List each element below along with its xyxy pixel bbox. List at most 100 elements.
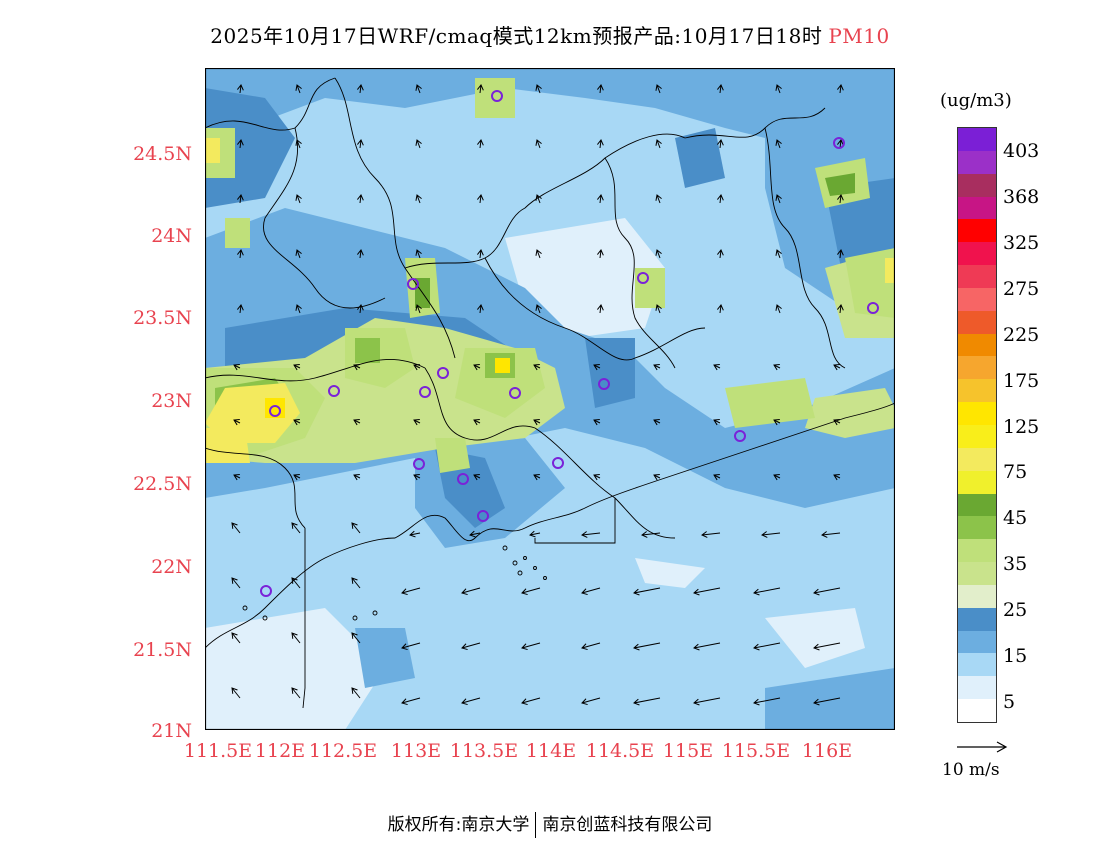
lat-tick-label: 24.5N xyxy=(133,143,192,165)
wind-arrow xyxy=(351,687,361,699)
wind-arrow xyxy=(597,139,604,149)
wind-arrow xyxy=(773,419,781,426)
station-marker xyxy=(833,137,845,149)
wind-arrow xyxy=(813,642,841,651)
wind-arrow xyxy=(535,249,542,259)
wind-arrow xyxy=(753,697,781,706)
wind-arrow xyxy=(291,632,301,644)
wind-arrow xyxy=(461,697,481,706)
legend-tick: 45 xyxy=(1003,507,1028,529)
footer-divider xyxy=(535,812,537,838)
wind-arrow xyxy=(655,304,662,314)
legend-tick: 225 xyxy=(1003,324,1040,346)
copyright-footer: 版权所有:南京大学 南京创蓝科技有限公司 xyxy=(0,810,1100,838)
wind-arrow xyxy=(717,84,724,94)
station-marker xyxy=(437,367,449,379)
wind-arrow xyxy=(773,364,781,371)
station-marker xyxy=(413,458,425,470)
wind-arrow xyxy=(633,697,661,706)
wind-arrow xyxy=(833,419,841,426)
legend-color-cell xyxy=(958,379,996,403)
legend-color-cell xyxy=(958,128,996,151)
wind-arrow xyxy=(633,587,661,596)
lon-tick-label: 114E xyxy=(525,740,577,762)
map-frame xyxy=(205,68,895,730)
pm10-map-canvas xyxy=(205,68,895,730)
wind-arrow xyxy=(521,587,541,596)
wind-arrow xyxy=(833,364,841,371)
wind-arrow xyxy=(713,474,721,481)
wind-arrow xyxy=(533,474,541,481)
wind-arrow xyxy=(717,249,724,259)
title-main: 2025年10月17日WRF/cmaq模式12km预报产品:10月17日18时 xyxy=(210,24,823,48)
legend-color-cell xyxy=(958,356,996,380)
station-marker xyxy=(477,510,489,522)
legend-tick: 35 xyxy=(1003,553,1028,575)
wind-arrow xyxy=(415,139,422,149)
wind-arrow xyxy=(477,139,484,149)
wind-arrow xyxy=(295,139,302,149)
pm10-map xyxy=(205,68,895,730)
wind-arrow xyxy=(415,249,422,259)
wind-arrow xyxy=(413,474,421,481)
wind-arrow xyxy=(415,194,422,204)
wind-arrow xyxy=(351,522,361,534)
wind-arrow xyxy=(535,84,542,94)
wind-arrow xyxy=(813,697,841,706)
wind-arrow xyxy=(293,364,301,371)
legend-color-cell xyxy=(958,333,996,357)
wind-arrow xyxy=(837,304,844,314)
wind-arrow xyxy=(653,419,661,426)
wind-reference-label: 10 m/s xyxy=(942,760,1000,780)
station-marker xyxy=(598,378,610,390)
station-marker xyxy=(867,302,879,314)
wind-arrow xyxy=(521,642,541,651)
legend-tick: 75 xyxy=(1003,461,1028,483)
legend-color-cell xyxy=(958,402,996,425)
legend-tick: 325 xyxy=(1003,232,1040,254)
wind-arrow xyxy=(597,304,604,314)
color-scale-bar xyxy=(957,127,997,723)
wind-arrow xyxy=(653,364,661,371)
wind-arrow xyxy=(237,304,244,314)
lon-tick-label: 115.5E xyxy=(721,740,791,762)
wind-arrow xyxy=(233,474,241,481)
legend-tick: 403 xyxy=(1003,140,1040,162)
wind-arrow xyxy=(237,84,244,94)
wind-arrow xyxy=(237,249,244,259)
wind-arrow xyxy=(295,194,302,204)
lat-tick-label: 23N xyxy=(151,390,192,412)
legend-color-cell xyxy=(958,516,996,540)
legend-color-cell xyxy=(958,607,996,631)
wind-arrow xyxy=(477,304,484,314)
wind-arrow xyxy=(717,139,724,149)
wind-arrow xyxy=(237,194,244,204)
station-marker xyxy=(637,272,649,284)
wind-arrow xyxy=(597,84,604,94)
wind-arrow xyxy=(291,577,301,589)
station-marker xyxy=(509,387,521,399)
wind-arrow xyxy=(357,249,364,259)
legend-color-cell xyxy=(958,219,996,243)
wind-arrow xyxy=(837,249,844,259)
admin-boundaries xyxy=(205,77,895,709)
lon-tick-label: 111.5E xyxy=(183,740,253,762)
wind-arrow xyxy=(775,84,782,94)
wind-arrow xyxy=(293,474,301,481)
wind-arrow xyxy=(593,474,601,481)
wind-arrow xyxy=(233,419,241,426)
wind-arrow xyxy=(775,194,782,204)
wind-arrow xyxy=(597,194,604,204)
wind-arrow xyxy=(353,364,361,371)
wind-arrow xyxy=(461,587,481,596)
legend-color-cell xyxy=(958,699,996,722)
wind-arrow xyxy=(351,577,361,589)
legend-color-cell xyxy=(958,470,996,494)
legend-color-cell xyxy=(958,630,996,654)
lon-tick-label: 115E xyxy=(662,740,714,762)
wind-arrow xyxy=(413,419,421,426)
wind-arrow xyxy=(357,194,364,204)
legend-tick: 175 xyxy=(1003,370,1040,392)
wind-arrow xyxy=(693,697,721,706)
wind-arrow xyxy=(655,249,662,259)
